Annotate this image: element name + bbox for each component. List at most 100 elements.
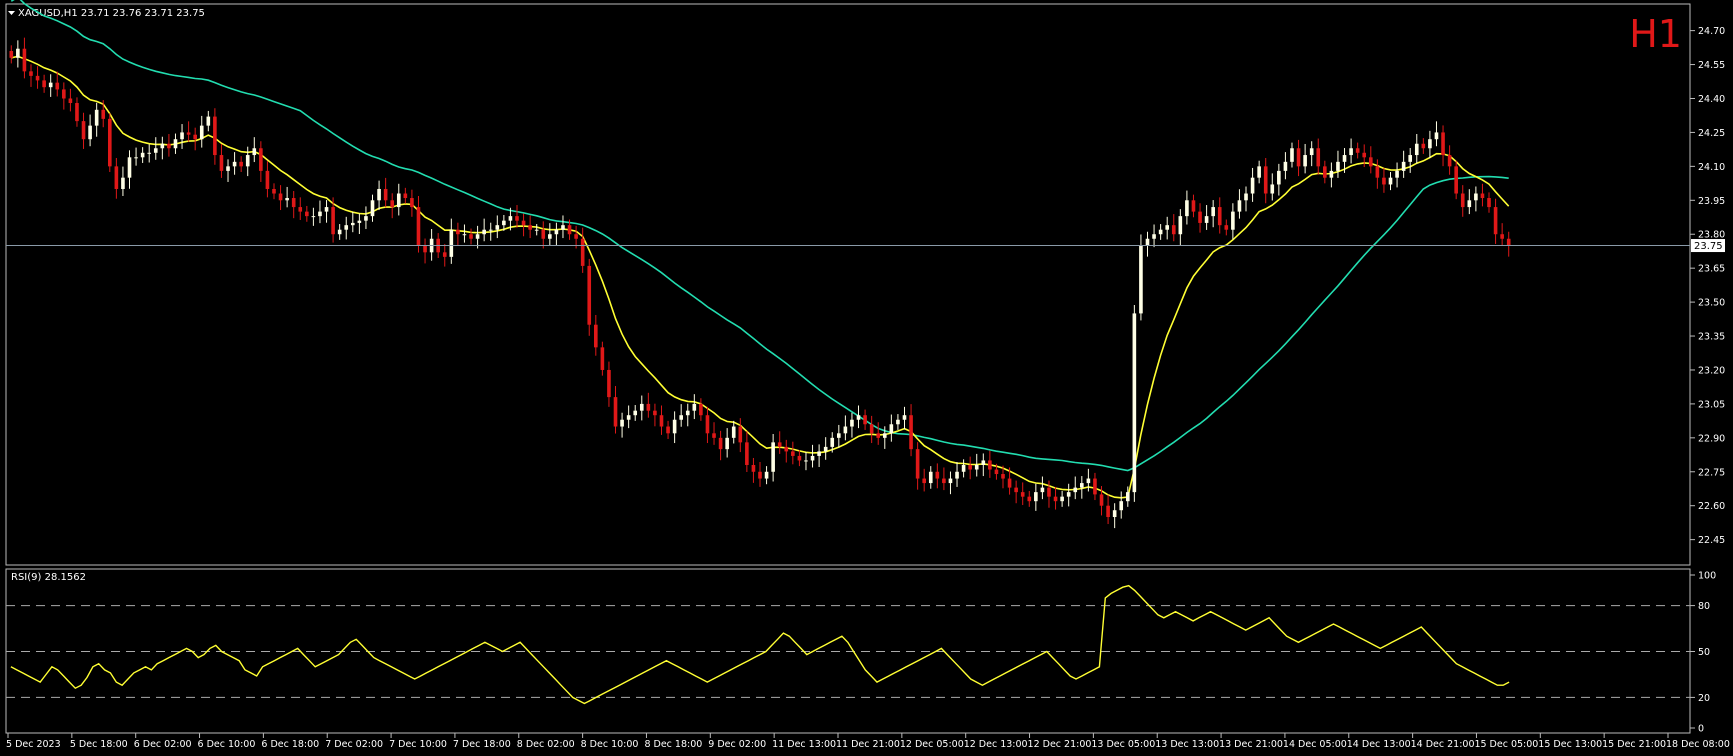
- rsi-tick-label: 0: [1698, 724, 1704, 735]
- candle-body: [9, 50, 14, 58]
- candle-body: [1487, 198, 1491, 208]
- candle-body: [909, 415, 913, 450]
- candle-body: [1283, 161, 1288, 171]
- time-tick-label: 18 Dec 08:00: [1666, 739, 1730, 750]
- candle-body: [331, 207, 335, 235]
- candle-body: [1388, 177, 1393, 185]
- candle-body: [1454, 166, 1458, 194]
- candle-body: [173, 139, 178, 149]
- candle-body: [42, 80, 46, 88]
- candle-body: [1441, 132, 1445, 156]
- candle-body: [705, 415, 710, 434]
- candle-body: [1309, 148, 1314, 156]
- ma-slow-line: [10, 0, 1509, 472]
- price-tick-label: 22.45: [1698, 535, 1725, 546]
- candle-body: [718, 437, 723, 450]
- candle-body: [88, 125, 92, 140]
- candle-body: [1158, 229, 1163, 235]
- candle-body: [213, 116, 217, 156]
- candle-body: [1447, 155, 1452, 167]
- chart-menu-arrow-icon[interactable]: [8, 11, 15, 15]
- candle-body: [147, 152, 152, 154]
- candle-body: [245, 155, 250, 167]
- candle-body: [613, 397, 618, 427]
- time-tick-label: 7 Dec 10:00: [389, 739, 447, 750]
- candle-body: [882, 433, 887, 438]
- candle-body: [75, 103, 79, 122]
- candle-body: [488, 229, 493, 231]
- candle-body: [1145, 238, 1150, 246]
- candle-body: [1368, 157, 1373, 167]
- candle-body: [961, 464, 966, 472]
- time-tick-label: 13 Dec 21:00: [1219, 739, 1283, 750]
- candle-body: [1414, 143, 1419, 156]
- time-tick-label: 11 Dec 21:00: [836, 739, 900, 750]
- candle-body: [751, 464, 756, 472]
- candle-body: [639, 403, 644, 411]
- candle-body: [699, 403, 703, 416]
- candle-body: [1408, 155, 1413, 162]
- candle-body: [633, 410, 638, 416]
- candle-body: [502, 220, 506, 226]
- price-tick-label: 22.60: [1698, 501, 1725, 512]
- candle-body: [1171, 225, 1176, 235]
- rsi-tick-label: 50: [1698, 647, 1710, 658]
- candle-body: [1237, 200, 1242, 212]
- candle-body: [1086, 478, 1091, 484]
- candle-body: [922, 478, 926, 484]
- candle-body: [955, 471, 959, 479]
- candle-body: [1250, 177, 1255, 194]
- candle-body: [1231, 211, 1235, 230]
- candle-body: [528, 225, 532, 230]
- candle-body: [186, 132, 191, 135]
- candle-body: [160, 143, 165, 149]
- candle-body: [272, 188, 276, 194]
- candle-body: [1277, 170, 1281, 185]
- time-tick-label: 13 Dec 05:00: [1091, 739, 1155, 750]
- candle-body: [534, 229, 539, 231]
- time-tick-label: 15 Dec 21:00: [1602, 739, 1666, 750]
- price-tick-label: 22.75: [1698, 467, 1725, 478]
- candle-body: [1125, 492, 1130, 502]
- candle-body: [1316, 148, 1321, 167]
- price-tick-label: 23.50: [1698, 298, 1725, 309]
- time-tick-label: 12 Dec 21:00: [1028, 739, 1092, 750]
- candle-body: [291, 198, 296, 208]
- candle-body: [784, 446, 789, 452]
- candle-body: [712, 433, 716, 438]
- candle-body: [521, 220, 526, 226]
- price-tick-label: 23.05: [1698, 399, 1725, 410]
- candle-body: [567, 225, 572, 235]
- candle-body: [580, 238, 585, 266]
- candle-body: [1053, 496, 1058, 502]
- candle-body: [1060, 496, 1064, 502]
- time-tick-label: 8 Dec 10:00: [581, 739, 639, 750]
- candle-body: [1020, 492, 1025, 497]
- time-tick-label: 5 Dec 2023: [6, 739, 61, 750]
- candle-body: [1040, 487, 1045, 493]
- candle-body: [1034, 492, 1038, 502]
- candle-body: [55, 82, 60, 90]
- candle-body: [1290, 148, 1294, 162]
- price-tick-label: 23.80: [1698, 230, 1725, 241]
- candle-body: [350, 222, 355, 226]
- time-tick-label: 7 Dec 02:00: [325, 739, 383, 750]
- time-tick-label: 6 Dec 10:00: [198, 739, 256, 750]
- candle-body: [1080, 483, 1084, 488]
- candle-body: [153, 148, 158, 153]
- candle-body: [29, 71, 33, 76]
- candle-body: [35, 75, 40, 81]
- candle-body: [942, 478, 946, 484]
- candle-body: [600, 347, 605, 370]
- candle-body: [659, 415, 664, 427]
- candle-body: [318, 211, 322, 217]
- time-axis: 5 Dec 2023 5 Dec 18:00 6 Dec 02:00 6 Dec 10…: [6, 733, 1730, 750]
- time-tick-label: 8 Dec 02:00: [517, 739, 575, 750]
- symbol-info: XAGUSD,H1 23.71 23.76 23.71 23.75: [18, 8, 205, 19]
- candle-body: [1178, 216, 1183, 235]
- candle-body: [928, 471, 933, 484]
- price-tick-label: 23.20: [1698, 365, 1725, 376]
- rsi-series: [6, 584, 1690, 705]
- candle-body: [745, 442, 749, 465]
